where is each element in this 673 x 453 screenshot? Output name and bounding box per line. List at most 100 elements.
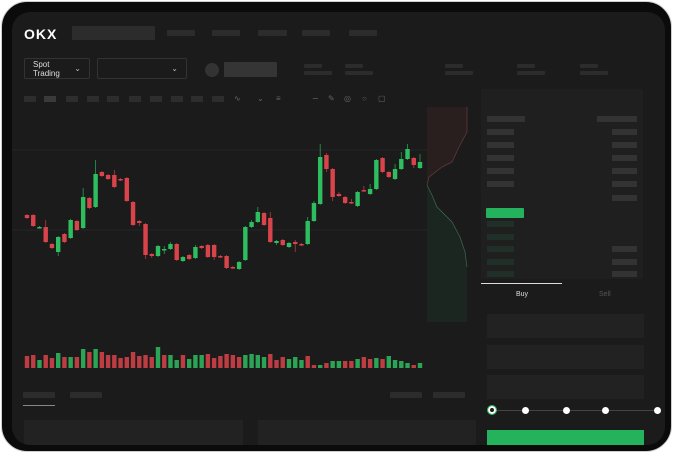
volume-bar xyxy=(311,365,317,368)
volume-bar xyxy=(249,354,254,368)
tab-order-history[interactable] xyxy=(70,392,102,398)
volume-bar xyxy=(105,355,111,368)
orderbook-price[interactable] xyxy=(487,155,514,161)
volume-bar xyxy=(336,361,342,368)
orderbook-price[interactable] xyxy=(487,116,525,122)
slider-stop[interactable] xyxy=(522,407,529,414)
volume-bar xyxy=(361,357,367,368)
nav-item[interactable] xyxy=(212,30,240,36)
stat-value xyxy=(304,71,332,75)
orderbook-price[interactable] xyxy=(487,271,514,277)
tab-sell[interactable]: Sell xyxy=(599,291,611,298)
volume-bar xyxy=(43,355,48,368)
volume-bar xyxy=(99,352,105,368)
timeframe-button[interactable] xyxy=(191,96,203,102)
stat-label xyxy=(304,64,322,68)
candle-body xyxy=(155,246,161,256)
wave-icon[interactable]: ∽ xyxy=(312,94,319,103)
view-all-button[interactable] xyxy=(433,392,465,398)
amount-slider-track[interactable] xyxy=(492,410,657,411)
volume-bar xyxy=(199,355,204,368)
slider-stop[interactable] xyxy=(602,407,609,414)
volume-bar xyxy=(112,355,117,368)
candle-body xyxy=(118,179,123,181)
nav-item[interactable] xyxy=(302,30,330,36)
timeframe-button[interactable] xyxy=(107,96,119,102)
pair-dropdown[interactable]: ⌄ xyxy=(97,58,187,79)
orderbook-price[interactable] xyxy=(487,221,514,227)
orderbook-price[interactable] xyxy=(487,142,514,148)
volume-bar xyxy=(68,357,73,368)
volume-bar xyxy=(80,349,86,368)
settings-icon[interactable]: ○ xyxy=(362,94,367,103)
price-input[interactable] xyxy=(487,314,644,338)
candle-body xyxy=(349,202,354,204)
stat-label xyxy=(345,64,363,68)
volume-bar xyxy=(299,360,304,368)
orderbook-price[interactable] xyxy=(487,181,514,187)
search-placeholder[interactable] xyxy=(72,26,155,40)
orderbook-price[interactable] xyxy=(487,246,514,252)
buy-button[interactable] xyxy=(487,430,644,445)
timeframe-button[interactable] xyxy=(66,96,78,102)
tab-buy[interactable]: Buy xyxy=(516,291,529,298)
amount-input[interactable] xyxy=(487,345,644,369)
stat-value xyxy=(345,71,373,75)
candlestick-chart[interactable] xyxy=(12,107,482,372)
orderbook-price[interactable] xyxy=(487,234,514,240)
candle-body xyxy=(31,215,36,226)
nav-item[interactable] xyxy=(167,30,195,36)
timeframe-button[interactable] xyxy=(171,96,183,102)
volume-bar xyxy=(305,356,310,368)
timeframe-button[interactable] xyxy=(24,96,36,102)
depth-asks-line xyxy=(426,107,468,186)
volume-bar xyxy=(143,355,148,368)
line-tool-icon[interactable]: ⌄ xyxy=(257,94,264,103)
orderbook-amount xyxy=(612,142,637,148)
orderbook-price[interactable] xyxy=(487,259,514,265)
volume-bar xyxy=(399,361,404,368)
slider-stop[interactable] xyxy=(563,407,570,414)
volume-bar xyxy=(392,360,398,368)
total-input[interactable] xyxy=(487,375,644,399)
orderbook-amount xyxy=(612,259,637,265)
candle-body xyxy=(236,262,242,269)
nav-item[interactable] xyxy=(258,30,287,36)
spot-trading-dropdown[interactable]: Spot Trading ⌄ xyxy=(24,58,90,79)
brush-icon[interactable]: ✎ xyxy=(328,94,335,103)
timeframe-button[interactable] xyxy=(212,96,224,102)
candle-body xyxy=(180,257,186,261)
fibonacci-icon[interactable]: ≡ xyxy=(276,94,281,103)
tab-open-orders[interactable] xyxy=(23,392,55,398)
fullscreen-icon[interactable]: ▢ xyxy=(378,94,386,103)
candle-body xyxy=(199,246,204,248)
candle-body xyxy=(143,224,148,255)
slider-handle[interactable] xyxy=(487,405,497,415)
timeframe-button[interactable] xyxy=(129,96,141,102)
volume-bar xyxy=(193,355,198,368)
nav-item[interactable] xyxy=(349,30,377,36)
slider-stop[interactable] xyxy=(654,407,661,414)
timeframe-button[interactable] xyxy=(150,96,162,102)
filter-button[interactable] xyxy=(390,392,422,398)
orderbook-price[interactable] xyxy=(487,129,514,135)
candle-body xyxy=(361,190,367,192)
candle-body xyxy=(224,256,229,268)
volume-bar xyxy=(74,357,80,368)
measure-icon[interactable]: ◎ xyxy=(344,94,351,103)
candle-body xyxy=(99,172,105,176)
candle-body xyxy=(49,244,55,248)
indicator-icon[interactable]: ∿ xyxy=(234,94,241,103)
timeframe-button[interactable] xyxy=(44,96,56,102)
candle-body xyxy=(342,197,348,203)
candle-body xyxy=(355,192,360,206)
volume-bar xyxy=(280,357,285,368)
candle-body xyxy=(299,244,304,246)
orderbook-price[interactable] xyxy=(487,168,514,174)
volume-bar xyxy=(186,359,192,368)
volume-bar xyxy=(261,357,267,368)
candle-body xyxy=(367,189,373,194)
active-tab-underline xyxy=(481,283,562,284)
timeframe-button[interactable] xyxy=(87,96,99,102)
